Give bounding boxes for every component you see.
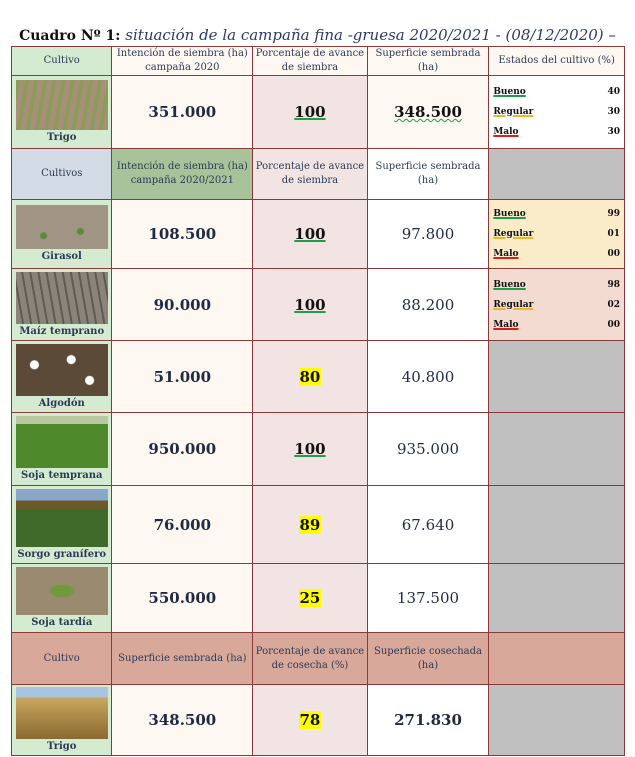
table-row: Girasol 108.500 100 97.800 Bueno 99 Regul…	[10, 199, 625, 269]
header-cultivos: Cultivos	[10, 148, 113, 200]
header-empty	[488, 632, 625, 685]
table-row: Sorgo granífero 76.000 89 67.640	[10, 485, 625, 564]
crop-name: Algodón	[38, 397, 85, 409]
intencion-value: 76.000	[111, 485, 254, 564]
header-avance: Porcentaje de avance de siembra	[252, 148, 368, 200]
crop-name: Maíz temprano	[19, 325, 105, 337]
estado-value: 30	[607, 107, 620, 117]
table-row: Algodón 51.000 80 40.800	[10, 340, 625, 413]
intencion-value: 108.500	[111, 199, 254, 269]
avance-value: 89	[298, 515, 322, 534]
estado-value: 00	[607, 319, 620, 330]
estados-empty	[488, 485, 625, 564]
intencion-value: 550.000	[111, 563, 254, 633]
girasol-photo	[15, 205, 108, 249]
trigo-harvest-photo	[15, 687, 108, 739]
superficie-value: 67.640	[366, 485, 490, 564]
sembrada-value: 348.500	[111, 684, 254, 756]
title-text: situación de la campaña fina -gruesa 202…	[125, 26, 616, 44]
intencion-value: 950.000	[111, 412, 254, 486]
estados-empty	[488, 563, 625, 633]
table-row: Trigo 348.500 78 271.830	[10, 684, 625, 756]
header-cosechada: Superficie cosechada (ha)	[366, 632, 490, 685]
estados-empty	[488, 412, 625, 486]
crop-status-table: Cultivo Intención de siembra (ha) campañ…	[10, 46, 625, 756]
algodon-photo	[15, 343, 108, 396]
table-row: Trigo 351.000 100 348.500 Bueno 40 Regula…	[10, 75, 625, 149]
header-avance: Porcentaje de avance de siembra	[252, 46, 368, 76]
estado-value: 30	[607, 127, 620, 137]
crop-name: Trigo	[47, 741, 77, 752]
title-prefix: Cuadro Nº 1:	[19, 28, 121, 44]
estado-label: Regular	[493, 107, 534, 117]
header-estados: Estados del cultivo (%)	[488, 46, 625, 76]
header-avance-cosecha: Porcentaje de avance de cosecha (%)	[252, 632, 368, 685]
estado-label: Regular	[493, 229, 534, 239]
estado-label: Bueno	[493, 279, 526, 290]
empty-cell	[488, 684, 625, 756]
header-superficie: Superficie sembrada (ha)	[366, 46, 490, 76]
header-row-1: Cultivo Intención de siembra (ha) campañ…	[10, 46, 625, 76]
table-row: Soja tardía 550.000 25 137.500	[10, 563, 625, 633]
header-intencion: Intención de siembra (ha) campaña 2020/2…	[111, 148, 254, 200]
crop-name: Trigo	[47, 132, 77, 143]
header-superficie: Superficie sembrada (ha)	[366, 148, 490, 200]
estado-label: Bueno	[493, 87, 526, 97]
table-row: Soja temprana 950.000 100 935.000	[10, 412, 625, 486]
avance-cosecha-value: 78	[298, 711, 322, 729]
trigo-photo	[15, 80, 108, 130]
estado-value: 01	[607, 229, 620, 239]
intencion-value: 51.000	[111, 340, 254, 413]
header-cultivo: Cultivo	[10, 632, 113, 685]
estados-cell: Bueno 98 Regular 02 Malo 00	[488, 268, 625, 341]
intencion-value: 90.000	[111, 268, 254, 341]
estado-value: 00	[607, 249, 620, 259]
superficie-value: 88.200	[366, 268, 490, 341]
crop-name: Soja temprana	[20, 470, 103, 481]
soja-temprana-photo	[15, 416, 108, 468]
intencion-value: 351.000	[111, 75, 254, 149]
crop-cell: Trigo	[10, 75, 113, 149]
estado-value: 40	[607, 87, 620, 97]
superficie-value: 348.500	[394, 103, 462, 121]
avance-value: 100	[294, 225, 326, 243]
maiz-photo	[15, 271, 108, 324]
avance-value: 100	[294, 295, 326, 314]
superficie-value: 935.000	[366, 412, 490, 486]
superficie-value: 40.800	[366, 340, 490, 413]
estado-label: Malo	[493, 249, 519, 259]
header-empty	[488, 148, 625, 200]
estado-value: 99	[607, 209, 620, 219]
table-title: Cuadro Nº 1: situación de la campaña fin…	[0, 26, 635, 44]
estado-label: Malo	[493, 319, 519, 330]
sorgo-photo	[15, 488, 108, 547]
header-row-2: Cultivos Intención de siembra (ha) campa…	[10, 148, 625, 200]
soja-tardia-photo	[15, 567, 108, 615]
estado-label: Malo	[493, 127, 519, 137]
estado-label: Bueno	[493, 209, 526, 219]
avance-value: 100	[294, 440, 326, 458]
estados-cell: Bueno 99 Regular 01 Malo 00	[488, 199, 625, 269]
estado-value: 02	[607, 299, 620, 310]
crop-name: Soja tardía	[31, 617, 93, 628]
table-row: Maíz temprano 90.000 100 88.200 Bueno 98 …	[10, 268, 625, 341]
cosechada-value: 271.830	[366, 684, 490, 756]
avance-value: 25	[298, 589, 322, 607]
avance-value: 100	[294, 103, 326, 121]
estados-cell: Bueno 40 Regular 30 Malo 30	[488, 75, 625, 149]
header-sembrada: Superficie sembrada (ha)	[111, 632, 254, 685]
estado-label: Regular	[493, 299, 534, 310]
header-row-3: Cultivo Superficie sembrada (ha) Porcent…	[10, 632, 625, 685]
estados-empty	[488, 340, 625, 413]
crop-name: Girasol	[41, 251, 82, 262]
header-cultivo: Cultivo	[10, 46, 113, 76]
avance-value: 80	[298, 367, 322, 386]
superficie-value: 97.800	[366, 199, 490, 269]
header-intencion: Intención de siembra (ha) campaña 2020	[111, 46, 254, 76]
estado-value: 98	[607, 279, 620, 290]
crop-name: Sorgo granífero	[17, 548, 107, 560]
superficie-value: 137.500	[366, 563, 490, 633]
